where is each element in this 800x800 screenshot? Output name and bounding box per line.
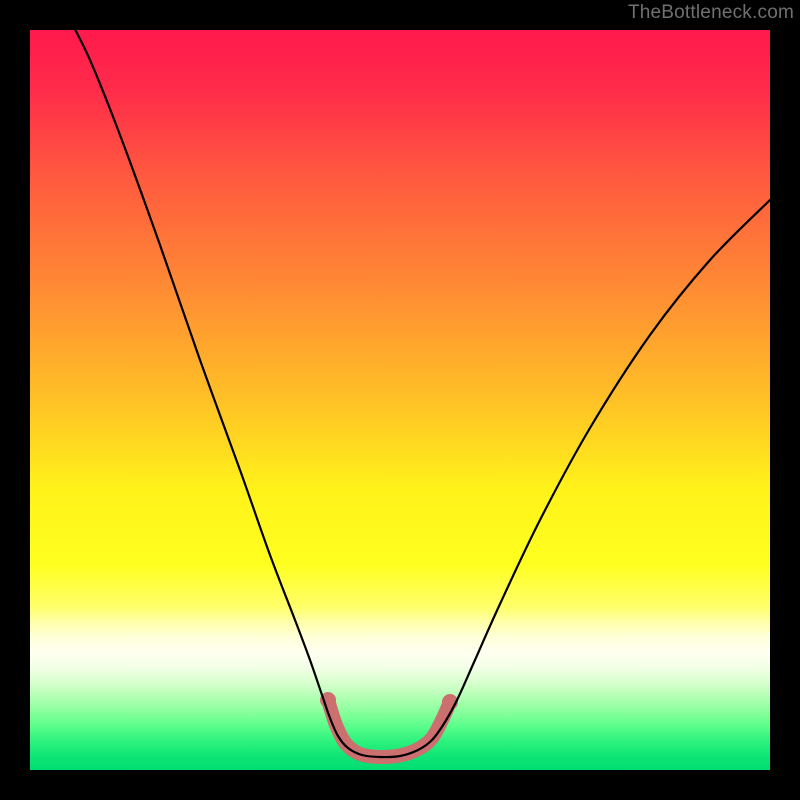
watermark-text: TheBottleneck.com: [628, 2, 794, 24]
chart-container: TheBottleneck.com: [0, 0, 800, 800]
chart-background-gradient: [30, 30, 770, 770]
bottleneck-chart: [0, 0, 800, 800]
